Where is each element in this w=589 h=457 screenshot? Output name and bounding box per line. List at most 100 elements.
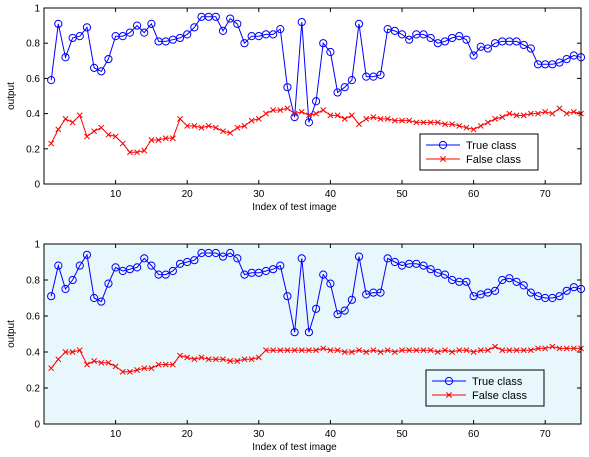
data-point [119,140,126,147]
x-tick-label: 30 [253,429,265,440]
data-point [456,122,463,129]
data-point [377,349,384,355]
chart-top: 0 0.2 0.4 0.6 0.8 1 10 20 30 40 50 60 70 Index of tes… [6,4,586,213]
legend: True class False class [419,133,539,171]
x-axis-label: Index of test image [252,442,337,453]
data-point [191,356,198,363]
data-point [319,270,328,279]
data-point [76,112,83,119]
y-tick-label: 0.2 [26,384,40,395]
data-point [370,114,377,121]
y-tick-label: 0.2 [26,144,40,155]
data-point [363,349,370,355]
data-point [440,270,450,279]
data-point [313,110,320,117]
data-point [298,108,305,115]
data-point [198,124,205,131]
y-tick-label: 0 [34,420,40,431]
data-point [562,54,571,64]
data-point [526,44,535,53]
data-point [376,70,385,79]
data-point [347,76,356,85]
data-point [384,347,391,354]
data-point [226,14,235,23]
y-axis-label: output [6,82,17,110]
data-point [183,30,192,39]
data-point [304,328,314,337]
x-tick-label: 70 [540,429,552,440]
y-tick-label: 0.6 [26,74,40,85]
data-point [91,128,98,135]
data-point [356,121,362,128]
data-point [419,30,428,39]
data-point [198,354,205,361]
data-point [427,119,434,126]
data-point [283,292,292,301]
data-point [284,347,291,354]
data-point [356,347,362,354]
data-point [499,114,506,121]
data-point [248,117,255,124]
data-point [413,347,420,354]
data-point [320,345,327,352]
data-point [463,347,470,354]
data-point [240,39,249,48]
data-point [168,266,177,276]
data-point [535,345,541,352]
data-point [105,131,112,138]
data-point [327,347,334,354]
data-point [354,252,364,261]
x-tick-label: 50 [396,429,408,440]
data-point [304,118,314,127]
data-point [341,349,348,355]
data-point [291,347,298,354]
data-point [184,122,191,129]
data-point [297,17,306,27]
data-point [549,343,556,350]
data-point [513,347,520,354]
data-point [118,32,127,41]
data-point [132,21,142,30]
legend-label: True class [466,140,517,152]
data-point [462,277,471,286]
x-tick-label: 10 [110,189,122,200]
data-point [155,361,162,368]
data-point [319,39,328,48]
data-point [241,122,248,129]
data-point [477,122,484,129]
data-point [405,35,414,44]
data-point [191,122,198,129]
data-point [383,254,392,263]
data-point [212,124,219,131]
data-point [499,347,506,354]
data-point [484,347,491,354]
data-point [233,19,242,28]
plot-frame [43,7,582,185]
data-point [255,115,262,122]
chart-bottom: 0 0.2 0.4 0.6 0.8 1 10 20 30 40 50 60 70 Index of tes… [6,240,586,453]
data-point [326,47,335,57]
x-tick-label: 60 [468,429,480,440]
data-point [390,26,399,35]
data-point [82,250,92,259]
legend-marker [440,156,446,162]
data-point [562,286,571,295]
y-tick-label: 0.8 [26,276,40,287]
data-point [442,121,448,128]
data-point [48,365,55,372]
data-point [284,105,291,112]
data-point [177,115,183,122]
data-point [313,347,320,354]
x-tick-label: 50 [396,189,408,200]
data-point [419,261,428,270]
data-point [455,32,464,41]
data-point [141,365,148,372]
data-point [463,124,470,131]
data-point [220,128,226,135]
data-point [190,23,199,32]
data-point [69,119,76,126]
data-point [519,40,528,50]
data-point [119,368,126,375]
data-point [354,19,364,28]
data-point [105,359,112,366]
